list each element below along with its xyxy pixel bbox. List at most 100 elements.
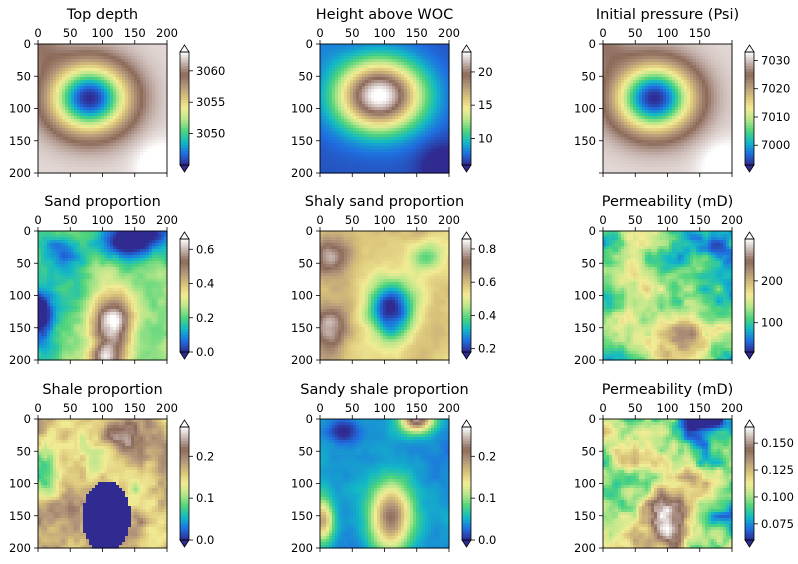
- heatmap-cell: [609, 83, 613, 87]
- heatmap-cell: [134, 116, 138, 120]
- heatmap-cell: [338, 158, 342, 162]
- heatmap-cell: [413, 59, 417, 63]
- heatmap-cell: [86, 65, 90, 69]
- heatmap-cell: [56, 65, 60, 69]
- heatmap-cell: [329, 158, 333, 162]
- heatmap-cell: [371, 119, 375, 123]
- heatmap-cell: [41, 44, 45, 48]
- heatmap-cell: [437, 44, 441, 48]
- heatmap-cell: [86, 101, 90, 105]
- heatmap-cell: [149, 98, 153, 102]
- heatmap-cell: [350, 104, 354, 108]
- heatmap-cell: [443, 77, 447, 81]
- heatmap-cell: [651, 128, 655, 132]
- heatmap-cell: [627, 68, 631, 72]
- heatmap-cell: [410, 77, 414, 81]
- colorbar-segment: [462, 63, 471, 67]
- heatmap-cell: [143, 125, 147, 129]
- heatmap-cell: [639, 113, 643, 117]
- heatmap-cell: [104, 62, 108, 66]
- heatmap-cell: [137, 107, 141, 111]
- heatmap-cell: [678, 74, 682, 78]
- heatmap-cell: [92, 56, 96, 60]
- heatmap-cell: [92, 71, 96, 75]
- heatmap-cell: [335, 137, 339, 141]
- heatmap-cell: [392, 77, 396, 81]
- heatmap-cell: [98, 44, 102, 48]
- heatmap-cell: [398, 80, 402, 84]
- heatmap-cell: [59, 122, 63, 126]
- heatmap-cell: [119, 131, 123, 135]
- heatmap-cell: [654, 65, 658, 69]
- heatmap-cell: [149, 143, 153, 147]
- heatmap-cell: [71, 74, 75, 78]
- heatmap-cell: [161, 161, 165, 165]
- heatmap-cell: [329, 95, 333, 99]
- heatmap-cell: [440, 59, 444, 63]
- heatmap-cell: [38, 62, 42, 66]
- heatmap-cell: [446, 71, 450, 75]
- heatmap-cell: [663, 98, 667, 102]
- heatmap-cell: [621, 164, 625, 168]
- heatmap-cell: [383, 110, 387, 114]
- heatmap-cell: [624, 83, 628, 87]
- heatmap-cell: [636, 131, 640, 135]
- heatmap-cell: [335, 122, 339, 126]
- heatmap-cell: [56, 98, 60, 102]
- heatmap-cell: [71, 170, 75, 174]
- heatmap-cell: [398, 149, 402, 153]
- heatmap-cell: [413, 71, 417, 75]
- heatmap-cell: [47, 119, 51, 123]
- heatmap-cell: [410, 143, 414, 147]
- heatmap-cell: [71, 56, 75, 60]
- heatmap-cell: [143, 86, 147, 90]
- heatmap-cell: [155, 83, 159, 87]
- heatmap-cell: [113, 131, 117, 135]
- heatmap-cell: [38, 110, 42, 114]
- heatmap-cell: [323, 95, 327, 99]
- heatmap-cell: [41, 74, 45, 78]
- heatmap-cell: [606, 119, 610, 123]
- heatmap-cell: [377, 53, 381, 57]
- heatmap-cell: [425, 44, 429, 48]
- heatmap-cell: [404, 104, 408, 108]
- heatmap-cell: [672, 95, 676, 99]
- heatmap-cell: [119, 146, 123, 150]
- heatmap-cell: [362, 68, 366, 72]
- heatmap-cell: [65, 167, 69, 171]
- heatmap-cell: [164, 161, 168, 165]
- heatmap-cell: [50, 164, 54, 168]
- heatmap-cell: [53, 143, 57, 147]
- heatmap-cell: [98, 47, 102, 51]
- colorbar-segment: [180, 71, 189, 76]
- heatmap-cell: [80, 92, 84, 96]
- heatmap-cell: [422, 89, 426, 93]
- heatmap-cell: [377, 65, 381, 69]
- heatmap-cell: [618, 149, 622, 153]
- heatmap-cell: [377, 125, 381, 129]
- heatmap-cell: [431, 140, 435, 144]
- heatmap-cell: [116, 83, 120, 87]
- heatmap-cell: [422, 92, 426, 96]
- heatmap-cell: [164, 110, 168, 114]
- heatmap-cell: [437, 107, 441, 111]
- heatmap-cell: [648, 89, 652, 93]
- heatmap-cell: [104, 134, 108, 138]
- heatmap-cell: [624, 68, 628, 72]
- heatmap-cell: [149, 113, 153, 117]
- heatmap-cell: [675, 83, 679, 87]
- heatmap-cell: [642, 134, 646, 138]
- heatmap-cell: [443, 116, 447, 120]
- heatmap-cell: [89, 101, 93, 105]
- heatmap-cell: [624, 146, 628, 150]
- heatmap-cell: [95, 77, 99, 81]
- heatmap-cell: [666, 158, 670, 162]
- heatmap-cell: [356, 74, 360, 78]
- heatmap-cell: [326, 128, 330, 132]
- heatmap-cell: [678, 116, 682, 120]
- heatmap-cell: [149, 101, 153, 105]
- heatmap-cell: [389, 164, 393, 168]
- heatmap-cell: [320, 77, 324, 81]
- heatmap-cell: [395, 143, 399, 147]
- heatmap-cell: [419, 44, 423, 48]
